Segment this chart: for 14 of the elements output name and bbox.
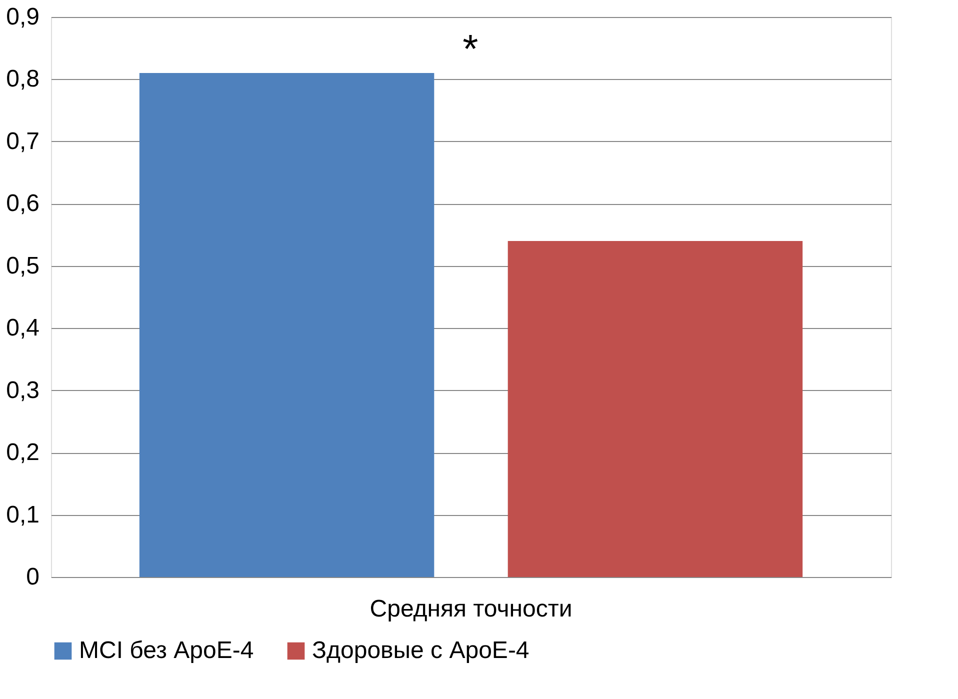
- y-tick-label: 0,5: [6, 252, 40, 280]
- annotation: *: [462, 28, 478, 72]
- legend-label: Здоровые с ApoE-4: [312, 637, 530, 664]
- y-tick-label: 0,8: [6, 66, 40, 93]
- y-tick-label: 0,7: [6, 128, 40, 155]
- y-tick-label: 0: [26, 564, 40, 590]
- legend-label: MCI без ApoE-4: [79, 637, 254, 664]
- y-tick-label: 0,9: [6, 4, 40, 30]
- y-tick-label: 0,6: [6, 190, 40, 218]
- y-tick-label: 0,3: [6, 376, 40, 404]
- y-tick-label: 0,1: [6, 501, 40, 528]
- y-tick-label: 0,2: [6, 439, 40, 466]
- x-tick-label: Средняя точности: [370, 596, 572, 622]
- y-tick-label: 0,4: [6, 314, 40, 342]
